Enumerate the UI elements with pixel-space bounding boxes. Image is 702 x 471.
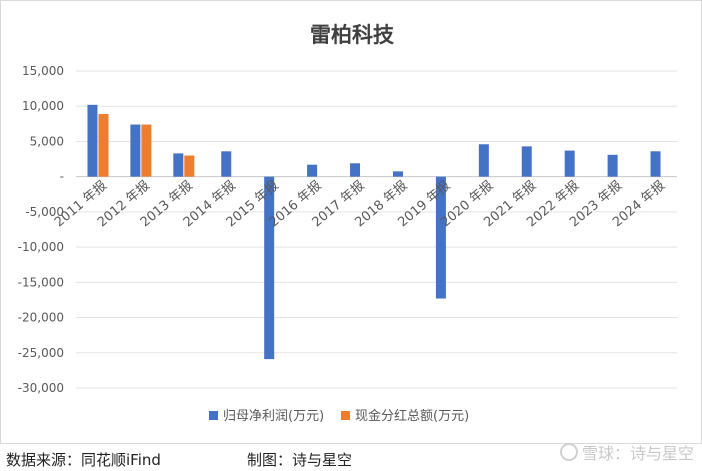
y-tick-label: -10,000 (18, 240, 64, 254)
y-tick-label: - (60, 170, 64, 184)
bar-net-profit (607, 154, 618, 177)
data-source-label: 数据来源：同花顺iFind (6, 451, 161, 469)
bar-net-profit (521, 146, 532, 177)
chart-frame: 雷柏科技 15,000 10,000 5,000 - -5,000 -10,000 -15,0… (0, 0, 702, 444)
y-tick-label: -20,000 (18, 311, 64, 325)
bar-net-profit (435, 176, 446, 299)
legend-label: 现金分红总额(万元) (355, 408, 469, 424)
bar-chart: 雷柏科技 15,000 10,000 5,000 - -5,000 -10,000 -15,0… (18, 22, 677, 424)
bar-net-profit (478, 144, 489, 177)
bar-net-profit (650, 151, 661, 177)
bar-net-profit (264, 176, 275, 360)
bar-net-profit (87, 104, 98, 177)
legend-swatch (341, 411, 350, 420)
bar-cash-dividend (98, 113, 109, 177)
y-tick-label: -30,000 (18, 381, 64, 395)
bar-net-profit (307, 164, 318, 177)
legend-label: 归母净利润(万元) (223, 409, 324, 424)
bar-net-profit (221, 151, 232, 177)
y-tick-label: 10,000 (22, 99, 64, 113)
y-tick-label: 5,000 (30, 134, 64, 148)
watermark-text: 雪球：诗与星空 (581, 444, 694, 463)
watermark: 雪球：诗与星空 (559, 440, 694, 464)
bar-net-profit (350, 163, 361, 177)
snowball-logo-icon (559, 443, 578, 461)
bar-net-profit (130, 124, 141, 177)
bar-cash-dividend (141, 124, 152, 177)
y-tick-label: -25,000 (18, 346, 64, 360)
y-tick-label: -15,000 (18, 275, 64, 289)
chart-author-label: 制图：诗与星空 (247, 451, 353, 469)
chart-title: 雷柏科技 (310, 22, 395, 47)
y-tick-label: 15,000 (22, 64, 64, 78)
bar-net-profit (173, 153, 184, 177)
bar-net-profit (392, 171, 403, 177)
bar-cash-dividend (184, 155, 195, 177)
bar-net-profit (564, 150, 575, 177)
legend-swatch (209, 411, 218, 420)
y-tick-label: -5,000 (25, 205, 64, 219)
